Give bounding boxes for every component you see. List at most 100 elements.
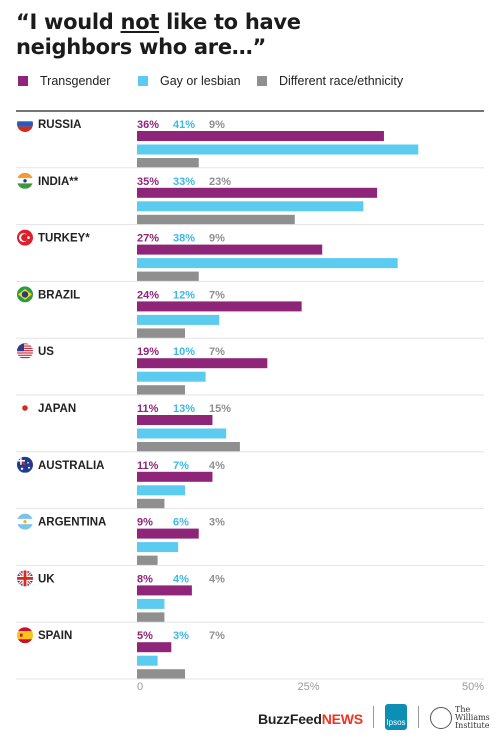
country-label: TURKEY*: [38, 233, 90, 245]
title-text-line2: neighbors who are…”: [16, 35, 266, 59]
country-label: ARGENTINA: [38, 517, 106, 529]
country-label: RUSSIA: [38, 119, 81, 131]
bar-different-race-ethnicity: [137, 555, 158, 566]
ipsos-logo: Ipsos: [385, 704, 407, 730]
data-label: 4%: [173, 573, 189, 585]
uk-flag-icon: [17, 570, 33, 587]
country-label: UK: [38, 573, 55, 585]
bar-transgender: [137, 642, 172, 653]
data-label: 35%: [137, 176, 159, 188]
spain-flag-icon: [17, 627, 33, 644]
data-label: 19%: [137, 346, 159, 358]
legend-swatch: [257, 76, 267, 86]
legend-label: Transgender: [40, 74, 111, 88]
title-text: like to have: [159, 10, 301, 34]
bar-gay-or-lesbian: [137, 314, 220, 325]
russia-flag-icon: [17, 116, 33, 132]
x-tick-label: 25%: [297, 681, 319, 693]
bar-gay-or-lesbian: [137, 485, 186, 496]
legend-swatch: [18, 76, 28, 86]
williams-text: The Williams Institute: [455, 706, 490, 730]
data-label: 13%: [173, 403, 195, 415]
data-label: 15%: [209, 403, 231, 415]
title-underlined-word: not: [120, 10, 160, 34]
bar-gay-or-lesbian: [137, 598, 165, 609]
india-flag-icon: [17, 172, 33, 189]
data-label: 11%: [137, 460, 159, 472]
bar-different-race-ethnicity: [137, 158, 199, 168]
us-flag-icon: [17, 343, 33, 359]
bar-gay-or-lesbian: [137, 428, 227, 439]
japan-flag-icon: [17, 400, 33, 416]
data-label: 5%: [137, 630, 153, 642]
turkey-flag-icon: [17, 229, 33, 246]
legend-item-gay-lesbian: Gay or lesbian: [138, 74, 241, 88]
data-label: 12%: [173, 289, 195, 301]
data-label: 27%: [137, 233, 159, 245]
data-label: 9%: [209, 119, 225, 131]
bar-different-race-ethnicity: [137, 442, 240, 452]
legend-label: Gay or lesbian: [160, 74, 241, 88]
data-label: 7%: [209, 346, 225, 358]
country-label: AUSTRALIA: [38, 460, 104, 472]
data-label: 7%: [173, 460, 189, 472]
x-tick-label: 50%: [462, 681, 484, 693]
bar-transgender: [137, 301, 302, 312]
news-text: NEWS: [321, 711, 363, 727]
data-label: 4%: [209, 573, 225, 585]
data-label: 11%: [137, 403, 159, 415]
williams-line: Institute: [455, 721, 490, 730]
bar-transgender: [137, 585, 192, 596]
bar-transgender: [137, 415, 213, 425]
legend-item-transgender: Transgender: [18, 74, 110, 88]
bar-gay-or-lesbian: [137, 655, 158, 666]
data-label: 24%: [137, 289, 159, 301]
bar-different-race-ethnicity: [137, 214, 295, 225]
bar-different-race-ethnicity: [137, 328, 186, 339]
bar-transgender: [137, 244, 323, 255]
data-label: 33%: [173, 176, 195, 188]
data-label: 9%: [209, 233, 225, 245]
data-label: 4%: [209, 460, 225, 472]
data-label: 10%: [173, 346, 195, 358]
data-label: 6%: [173, 517, 189, 529]
legend-label: Different race/ethnicity: [279, 74, 404, 88]
country-label: INDIA**: [38, 176, 79, 188]
bar-different-race-ethnicity: [137, 669, 186, 680]
country-label: SPAIN: [38, 630, 72, 642]
data-label: 23%: [209, 176, 231, 188]
bar-different-race-ethnicity: [137, 612, 165, 623]
data-label: 41%: [173, 119, 195, 131]
bar-different-race-ethnicity: [137, 498, 165, 509]
argentina-flag-icon: [17, 513, 33, 530]
williams-line: Williams: [455, 713, 490, 722]
chart-title: “I would not like to have neighbors who …: [16, 10, 301, 60]
country-label: BRAZIL: [38, 289, 80, 301]
williams-institute-logo: The Williams Institute: [430, 706, 490, 730]
legend-swatch: [138, 76, 148, 86]
bar-gay-or-lesbian: [137, 542, 179, 553]
country-label: US: [38, 346, 54, 358]
bar-different-race-ethnicity: [137, 271, 199, 282]
bar-transgender: [137, 358, 268, 369]
footer-divider: [418, 706, 419, 728]
ipsos-text: Ipsos: [386, 718, 406, 727]
data-label: 9%: [137, 517, 153, 529]
williams-line: The: [455, 705, 471, 714]
country-label: JAPAN: [38, 403, 76, 415]
bar-transgender: [137, 528, 199, 539]
bar-different-race-ethnicity: [137, 385, 186, 396]
x-tick-label: 0: [137, 681, 143, 693]
buzzfeed-text: BuzzFeed: [258, 711, 322, 727]
buzzfeed-news-logo: BuzzFeedNEWS: [258, 711, 363, 727]
data-label: 7%: [209, 630, 225, 642]
legend-item-different-race: Different race/ethnicity: [257, 74, 403, 88]
data-label: 7%: [209, 289, 225, 301]
bar-transgender: [137, 471, 213, 482]
bar-transgender: [137, 187, 378, 198]
footer-divider: [373, 706, 374, 728]
bar-gay-or-lesbian: [137, 201, 364, 212]
bar-gay-or-lesbian: [137, 144, 419, 155]
data-label: 8%: [137, 573, 153, 585]
